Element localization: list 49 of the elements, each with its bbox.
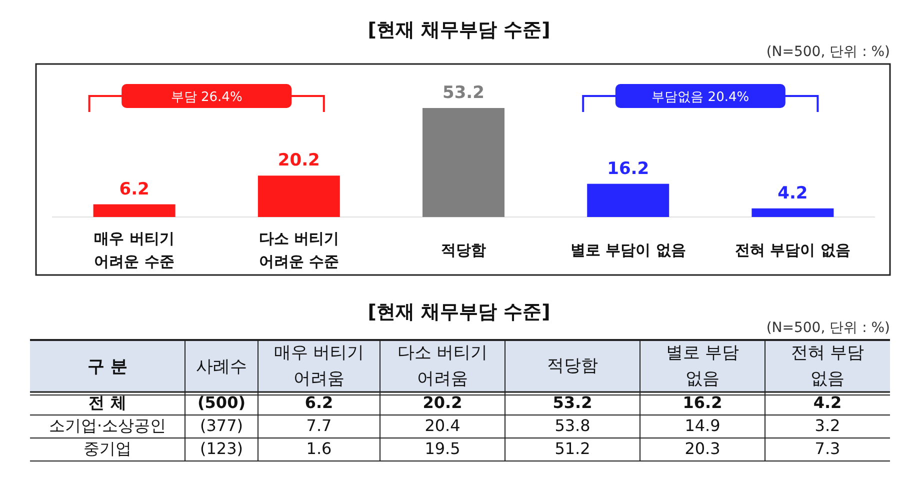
x-tick-label: 별로 부담 없음 [666, 342, 740, 389]
data-label: 53.2 [552, 392, 592, 412]
data-label: 20.2 [422, 392, 462, 412]
x-tick-label: 매우 버티기 어려움 [274, 342, 364, 389]
x-tick-label: 전혀 부담이 없음 [734, 241, 850, 260]
bar [93, 204, 176, 217]
x-tick-label: 매우 버티기 어려운 수준 [94, 230, 174, 271]
x-tick-label: 다소 버티기 어려움 [397, 342, 488, 389]
y-tick-label: 전 체 [88, 392, 126, 412]
y2-axis-title: 사례수 [196, 357, 247, 377]
y-tick-label: 중기업 [84, 438, 132, 458]
x-tick-label: 적당함 [441, 241, 486, 260]
x-tick-label: 적당함 [547, 356, 598, 376]
data-label: 14.9 [684, 416, 720, 435]
data-label: 53.2 [442, 83, 484, 103]
data-label: 16.2 [607, 158, 650, 179]
bar [587, 184, 670, 217]
y2-tick-label: (500) [197, 392, 246, 412]
data-label: 6.2 [119, 179, 150, 200]
data-label: 51.2 [554, 438, 590, 458]
text: (N=500, 단위 : %) [766, 320, 890, 336]
data-label: 20.2 [278, 150, 320, 171]
data-label: 4.2 [813, 392, 842, 412]
x-tick-label: 다소 버티기 어려운 수준 [258, 230, 340, 271]
data-label: 16.2 [682, 392, 722, 412]
chart-title: [현재 채무부담 수준] [368, 19, 550, 41]
chart-title: [현재 채무부담 수준] [368, 301, 550, 323]
text: 부담 26.4% [170, 90, 242, 105]
text: (N=500, 단위 : %) [766, 44, 890, 60]
data-label: 7.3 [814, 438, 840, 458]
y2-tick-label: (377) [200, 416, 244, 435]
data-label: 20.3 [684, 438, 720, 458]
data-label: 3.2 [814, 416, 840, 435]
data-label: 4.2 [778, 183, 808, 204]
data-label: 19.5 [424, 438, 460, 458]
text: 부담없음 20.4% [652, 90, 750, 105]
data-label: 1.6 [306, 438, 332, 458]
y-axis-title: 구 분 [88, 357, 128, 377]
x-tick-label: 전혀 부담 없음 [790, 342, 864, 389]
bar [258, 176, 340, 217]
data-label: 6.2 [304, 392, 334, 412]
data-label: 7.7 [306, 416, 332, 435]
data-label: 20.4 [424, 416, 460, 435]
y-tick-label: 소기업·소상공인 [48, 416, 166, 435]
bar [752, 208, 834, 217]
x-tick-label: 별로 부담이 없음 [570, 241, 686, 260]
y2-tick-label: (123) [200, 438, 244, 458]
bar [422, 108, 504, 217]
data-label: 53.8 [554, 416, 590, 435]
